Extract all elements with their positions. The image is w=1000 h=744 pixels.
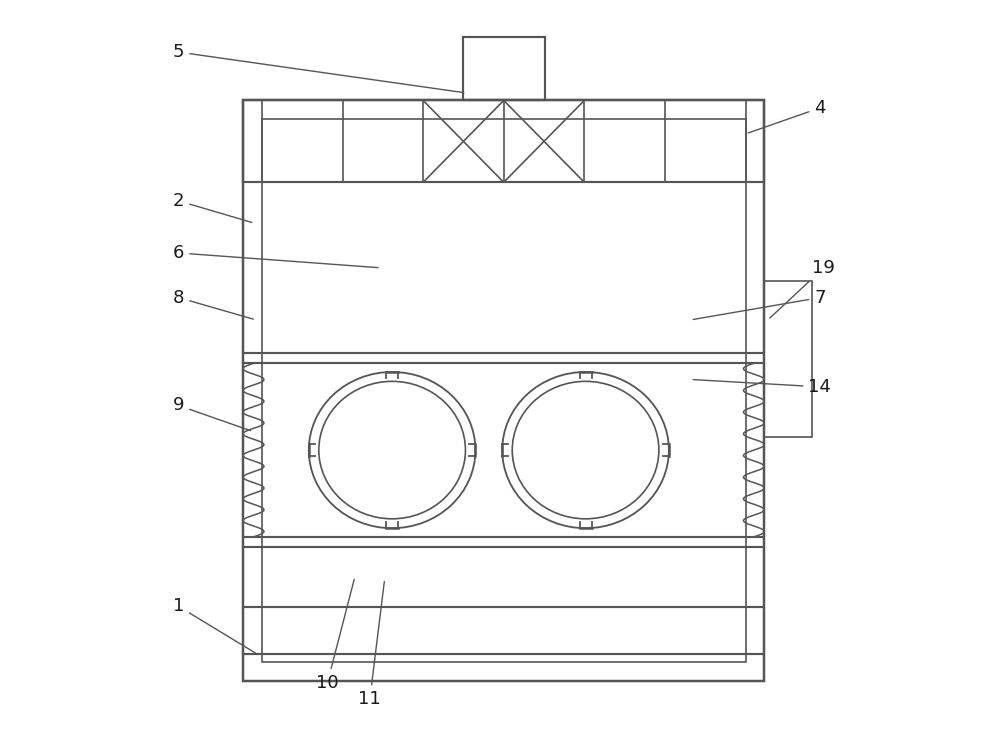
Text: 6: 6 [173, 244, 378, 268]
Text: 9: 9 [173, 397, 250, 431]
Text: 1: 1 [173, 597, 256, 653]
Text: 14: 14 [693, 378, 831, 396]
Bar [262, 100, 746, 182]
Text: 19: 19 [770, 259, 835, 318]
Text: 11: 11 [358, 582, 384, 708]
Text: 5: 5 [173, 43, 464, 92]
Bar [243, 100, 764, 182]
Text: 4: 4 [748, 99, 826, 133]
Bar [764, 280, 812, 437]
Text: 2: 2 [173, 192, 252, 222]
Bar [463, 37, 545, 100]
Text: 8: 8 [173, 289, 253, 319]
Text: 10: 10 [316, 580, 354, 692]
Bar [243, 100, 764, 681]
Bar [262, 119, 746, 662]
Text: 7: 7 [693, 289, 826, 319]
